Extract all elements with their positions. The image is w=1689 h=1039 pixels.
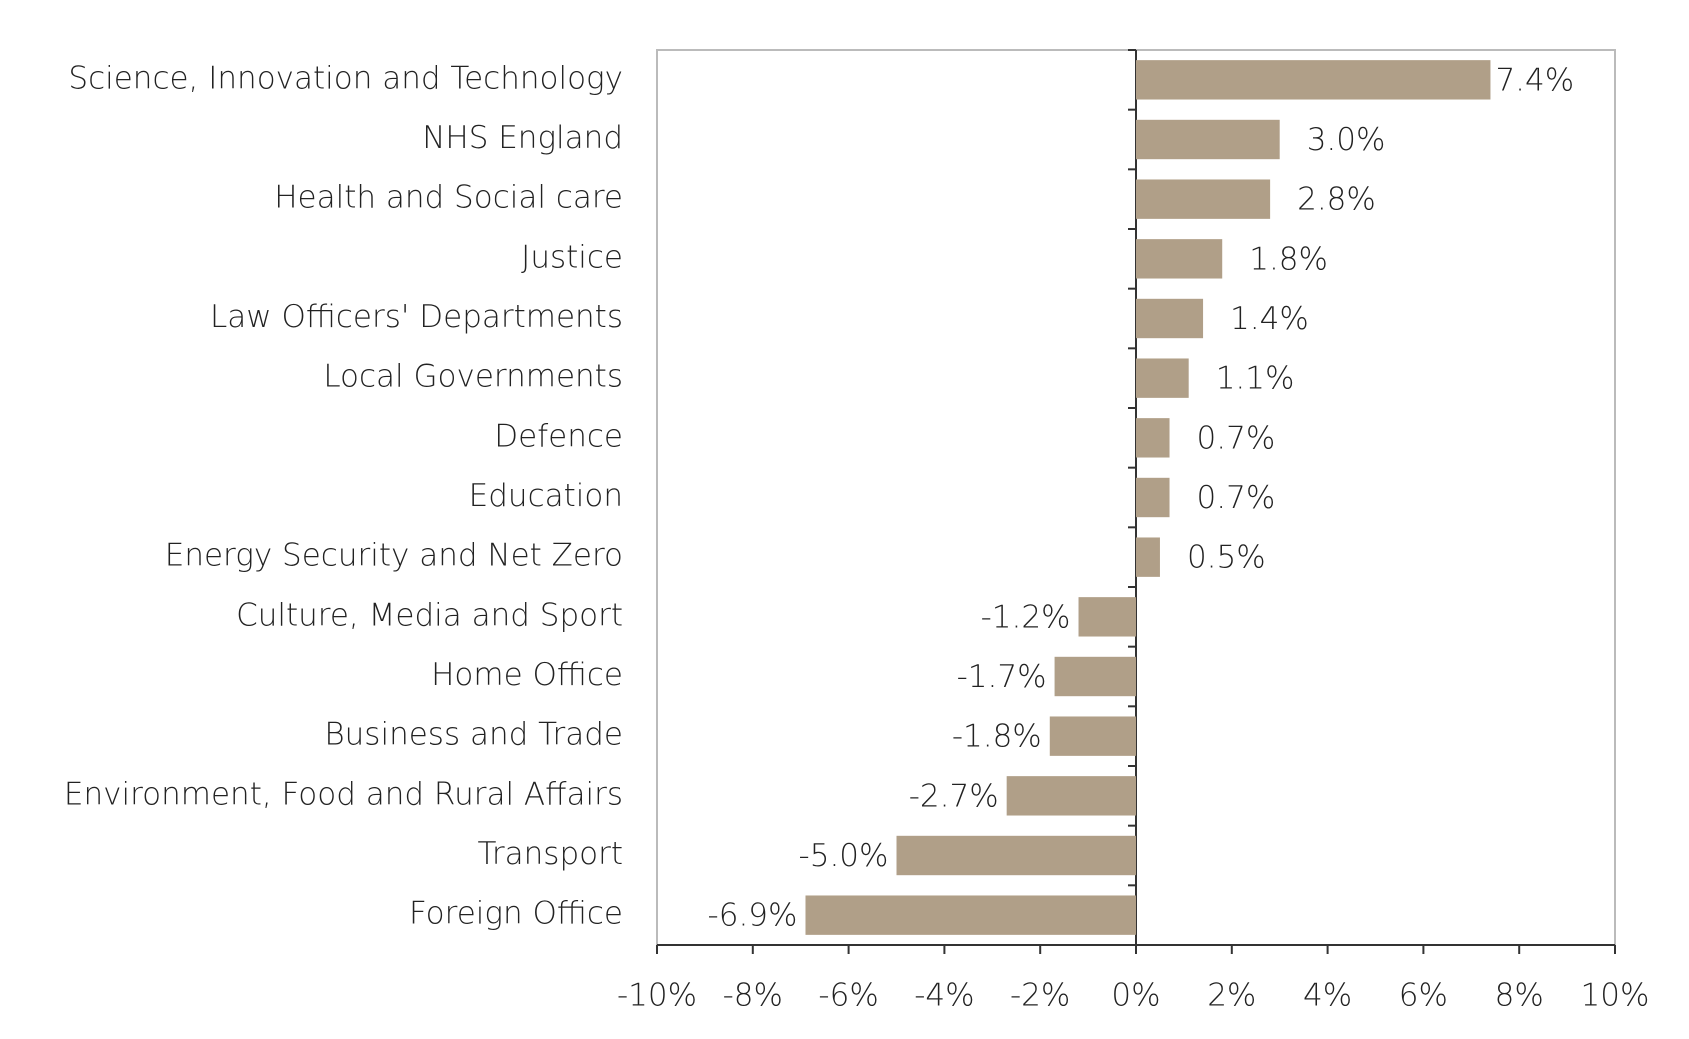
bar	[1136, 298, 1204, 339]
y-tick-label: Home Office	[431, 657, 623, 693]
y-tick-label: Law Officers' Departments	[210, 299, 623, 335]
bar	[1136, 119, 1280, 160]
value-label: 0.7%	[1197, 480, 1276, 516]
x-tick-label: -4%	[914, 978, 974, 1014]
value-label: 7.4%	[1495, 62, 1574, 98]
value-label: -1.2%	[981, 599, 1071, 635]
y-tick-label: Culture, Media and Sport	[236, 597, 623, 633]
value-label: 1.1%	[1216, 361, 1295, 397]
value-label: 2.8%	[1297, 182, 1376, 218]
bar	[1006, 776, 1136, 816]
x-tick-label: 10%	[1581, 978, 1650, 1014]
bar	[1136, 537, 1160, 577]
x-tick-label: 8%	[1495, 978, 1544, 1014]
x-tick-label: -10%	[617, 978, 697, 1014]
x-tick-label: 0%	[1111, 978, 1160, 1014]
value-label: -6.9%	[708, 898, 798, 934]
y-tick-label: Justice	[521, 239, 623, 275]
y-tick-label: Environment, Food and Rural Affairs	[64, 776, 623, 812]
x-tick-label: -2%	[1010, 978, 1070, 1014]
bar	[1136, 239, 1223, 279]
value-label: -1.7%	[957, 659, 1047, 695]
bar	[1136, 418, 1170, 458]
value-label: -1.8%	[952, 719, 1042, 755]
bar	[1054, 656, 1136, 697]
value-label: -2.7%	[909, 778, 999, 814]
bar	[1049, 716, 1136, 756]
y-tick-label: NHS England	[422, 120, 623, 156]
y-tick-label: Health and Social care	[274, 180, 623, 216]
y-tick-label: Foreign Office	[409, 896, 623, 932]
x-tick-label: -6%	[818, 978, 878, 1014]
x-tick-label: 2%	[1207, 978, 1256, 1014]
y-tick-label: Local Governments	[323, 359, 623, 395]
bar	[1136, 358, 1189, 398]
value-label: 0.5%	[1187, 540, 1266, 576]
value-label: 0.7%	[1197, 420, 1276, 456]
bar	[896, 835, 1136, 876]
x-tick-label: 6%	[1399, 978, 1448, 1014]
bar	[805, 895, 1136, 935]
y-tick-label: Energy Security and Net Zero	[165, 538, 623, 574]
bar	[1136, 477, 1170, 518]
value-label: 1.8%	[1249, 241, 1328, 277]
x-tick-label: -8%	[723, 978, 783, 1014]
value-label: -5.0%	[799, 838, 889, 874]
y-tick-label: Defence	[494, 418, 623, 454]
y-tick-label: Science, Innovation and Technology	[68, 60, 623, 96]
x-tick-label: 4%	[1303, 978, 1352, 1014]
y-tick-label: Transport	[478, 836, 623, 872]
y-tick-label: Business and Trade	[324, 717, 623, 753]
value-label: 3.0%	[1307, 122, 1386, 158]
bar	[1078, 597, 1136, 637]
bar	[1136, 179, 1271, 219]
bar	[1136, 60, 1491, 100]
value-label: 1.4%	[1230, 301, 1309, 337]
y-tick-label: Education	[469, 478, 623, 514]
